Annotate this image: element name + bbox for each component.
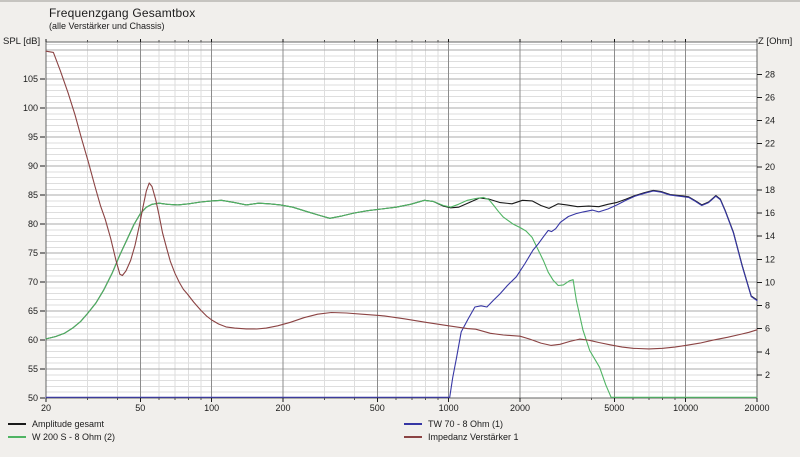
y-right-tick-label: 26 (765, 92, 775, 102)
y-right-tick-label: 20 (765, 162, 775, 172)
y-right-tick-label: 16 (765, 208, 775, 218)
legend-item-tw70: TW 70 - 8 Ohm (1) (404, 419, 503, 429)
legend-swatch-w200s (8, 436, 26, 438)
y-right-tick-label: 10 (765, 277, 775, 287)
x-tick-label: 50 (135, 403, 145, 413)
y-right-tick-label: 2 (765, 370, 770, 380)
y-right-tick-label: 12 (765, 254, 775, 264)
y-right-tick-label: 18 (765, 185, 775, 195)
x-tick-label: 500 (370, 403, 385, 413)
x-tick-label: 20000 (744, 403, 769, 413)
y-left-tick-label: 105 (23, 74, 38, 84)
x-tick-label: 10000 (673, 403, 698, 413)
y-right-tick-label: 4 (765, 347, 770, 357)
y-left-tick-label: 80 (28, 219, 38, 229)
legend-item-impedanz: Impedanz Verstärker 1 (404, 432, 519, 442)
legend-swatch-tw70 (404, 423, 422, 425)
y-right-tick-label: 8 (765, 301, 770, 311)
legend-label-impedanz: Impedanz Verstärker 1 (428, 432, 519, 442)
y-right-tick-label: 24 (765, 116, 775, 126)
plot-border (45, 41, 758, 399)
y-left-tick-label: 75 (28, 248, 38, 258)
x-tick-label: 1000 (439, 403, 459, 413)
x-tick-label: 2000 (510, 403, 530, 413)
y-left-tick-label: 90 (28, 161, 38, 171)
legend-label-tw70: TW 70 - 8 Ohm (1) (428, 419, 504, 429)
y-left-tick-label: 65 (28, 306, 38, 316)
y-left-tick-label: 85 (28, 190, 38, 200)
chart-subtitle: (alle Verstärker und Chassis) (49, 21, 165, 31)
chart-title: Frequenzgang Gesamtbox (49, 6, 196, 20)
legend-swatch-impedanz (404, 436, 422, 438)
legend-item-amplitude-gesamt: Amplitude gesamt (8, 419, 104, 429)
y-left-axis-label: SPL [dB] (3, 36, 41, 47)
y-right-tick-label: 28 (765, 69, 775, 79)
y-right-tick-label: 14 (765, 231, 775, 241)
plot-background (46, 42, 757, 398)
legend-label-amplitude-gesamt: Amplitude gesamt (32, 419, 105, 429)
series-curve-w-200-s-8-ohm-2 (45, 196, 758, 398)
series-curve-impedanz-verst-rker-1 (45, 50, 758, 350)
legend-label-w200s: W 200 S - 8 Ohm (2) (32, 432, 116, 442)
y-right-tick-label: 22 (765, 139, 775, 149)
legend-item-w200s: W 200 S - 8 Ohm (2) (8, 432, 115, 442)
y-left-tick-label: 60 (28, 335, 38, 345)
x-tick-label: 20 (41, 403, 51, 413)
y-left-tick-label: 50 (28, 393, 38, 403)
x-tick-label: 200 (275, 403, 290, 413)
y-left-tick-label: 55 (28, 364, 38, 374)
y-left-tick-label: 70 (28, 277, 38, 287)
y-right-axis-label: Z [Ohm] (758, 36, 793, 47)
y-left-tick-label: 95 (28, 132, 38, 142)
series-curve-tw-70-8-ohm-1 (45, 190, 758, 398)
legend-swatch-amplitude-gesamt (8, 423, 26, 425)
x-tick-label: 5000 (604, 403, 624, 413)
y-left-tick-label: 100 (23, 103, 38, 113)
x-tick-label: 100 (204, 403, 219, 413)
y-right-tick-label: 6 (765, 324, 770, 334)
